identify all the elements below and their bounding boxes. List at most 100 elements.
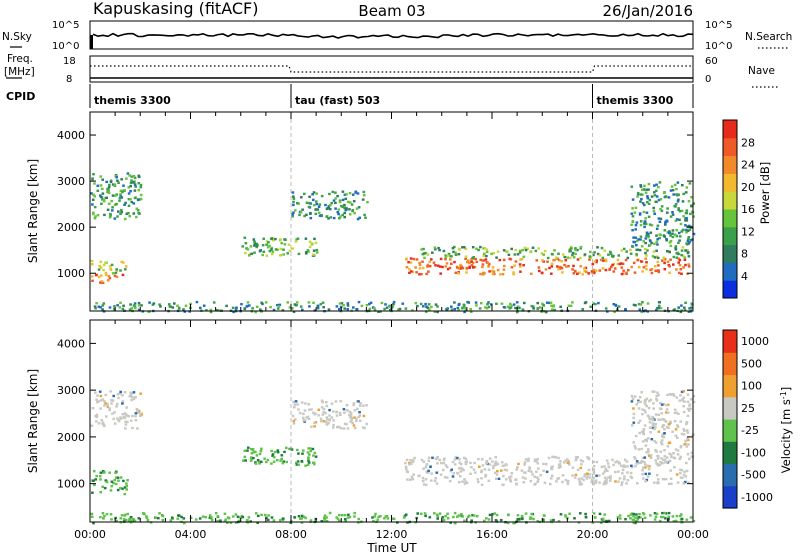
echo-cell [581,460,585,463]
echo-cell [243,449,247,452]
echo-cell [537,247,540,250]
echo-cell [124,265,128,268]
colorbar-tick-label: 500 [741,357,762,370]
echo-cell [465,481,469,484]
echo-cell [690,455,694,458]
echo-cell [134,419,138,422]
echo-cell [330,416,334,419]
echo-cell [328,408,331,412]
echo-cell [492,270,496,273]
echo-cell [296,448,299,452]
echo-cell [679,394,682,397]
echo-cell [242,459,245,462]
colorbar-swatch [723,173,737,192]
echo-cell [596,246,599,249]
echo-cell [632,515,635,518]
echo-cell [624,518,627,521]
echo-cell [543,514,546,517]
echo-cell [622,269,625,272]
echo-cell [683,429,686,432]
echo-cell [568,512,571,515]
colorbar-swatch [723,396,737,420]
echo-cell [669,469,672,472]
echo-cell [128,215,131,218]
echo-cell [133,183,137,186]
echo-cell [465,266,469,270]
echo-cell [457,467,461,470]
echo-cell [346,200,350,204]
echo-cell [350,416,354,420]
echo-cell [419,512,423,515]
echo-cell [568,256,572,260]
echo-cell [124,268,127,271]
echo-cell [526,247,529,250]
colorbar-swatch [723,352,737,376]
echo-cell [599,521,603,524]
echo-cell [641,188,644,191]
echo-cell [520,469,524,472]
echo-cell [91,178,94,181]
echo-cell [404,461,407,465]
echo-cell [555,256,558,259]
echo-cell [647,467,651,471]
echo-cell [458,461,462,464]
echo-cell [676,449,680,452]
echo-cell [550,304,553,307]
echo-cell [537,266,541,269]
echo-cell [108,265,112,268]
echo-cell [110,399,113,402]
echo-cell [313,421,316,425]
echo-cell [308,240,312,243]
echo-cell [251,448,255,451]
echo-cell [108,183,111,187]
echo-cell [670,455,673,459]
echo-cell [660,205,664,208]
echo-cell [592,512,596,515]
echo-cell [645,451,648,454]
echo-cell [658,463,662,467]
echo-cell [99,407,102,410]
echo-cell [93,195,96,198]
echo-cell [677,231,681,235]
echo-cell [639,200,642,203]
echo-cell [234,307,238,310]
echo-cell [466,300,469,304]
echo-cell [682,473,686,477]
echo-cell [464,462,468,466]
echo-cell [119,517,123,520]
echo-cell [481,259,484,262]
echo-cell [685,186,689,189]
echo-cell [127,198,131,201]
echo-cell [672,193,675,196]
echo-cell [96,394,99,397]
echo-cell [306,451,310,454]
echo-cell [309,447,312,450]
echo-cell [505,469,509,472]
echo-cell [641,469,644,472]
echo-cell [94,391,97,394]
echo-cell [121,487,124,490]
echo-cell [508,476,511,479]
echo-cell [456,306,460,310]
echo-cell [643,439,647,442]
echo-cell [536,458,539,461]
echo-cell [629,513,633,516]
echo-cell [486,261,489,265]
echo-cell [546,260,549,263]
echo-cell [428,265,432,268]
echo-cell [124,423,128,426]
echo-cell [358,404,362,407]
echo-cell [657,270,661,274]
echo-cell [433,310,437,313]
echo-cell [486,303,489,306]
echo-cell [106,279,110,282]
echo-cell [674,519,678,523]
echo-cell [655,195,659,198]
echo-cell [362,190,366,194]
echo-cell [279,238,282,241]
echo-cell [613,310,616,314]
echo-cell [640,245,644,248]
echo-cell [301,308,304,311]
echo-cell [134,396,137,399]
echo-cell [438,512,442,515]
